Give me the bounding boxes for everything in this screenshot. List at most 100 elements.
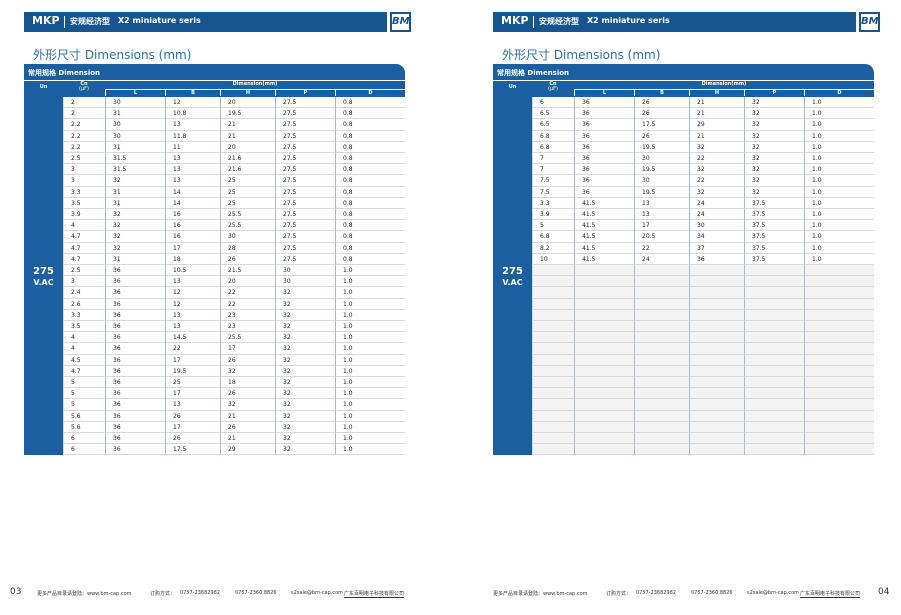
cell bbox=[105, 388, 165, 400]
cell bbox=[744, 153, 804, 165]
cell bbox=[689, 377, 744, 389]
cell bbox=[275, 242, 335, 254]
cell bbox=[335, 231, 405, 243]
cell-text: 26 bbox=[173, 435, 181, 442]
cell bbox=[105, 164, 165, 176]
cell-text: 37.5 bbox=[752, 211, 766, 218]
cell bbox=[689, 197, 744, 209]
cell-text: 11 bbox=[173, 143, 181, 151]
cell-text: 27.5 bbox=[283, 143, 297, 151]
cell bbox=[63, 253, 105, 265]
cell-text: 32 bbox=[283, 323, 291, 330]
cell bbox=[689, 444, 744, 456]
cell bbox=[275, 97, 335, 109]
cell-text: 30 bbox=[113, 99, 121, 106]
cell-text: 1.0 bbox=[812, 199, 822, 207]
cell-text: 16 bbox=[173, 233, 181, 241]
cell-text: 27.5 bbox=[283, 132, 297, 140]
cell bbox=[275, 153, 335, 165]
cell bbox=[105, 287, 165, 299]
cell bbox=[532, 421, 574, 433]
cell bbox=[532, 354, 574, 366]
cell bbox=[220, 444, 275, 456]
cell bbox=[335, 175, 405, 187]
cell-text: 6.8 bbox=[540, 143, 550, 151]
cell bbox=[634, 321, 689, 333]
cell bbox=[105, 354, 165, 366]
cn-head: Cn bbox=[549, 81, 557, 87]
cell bbox=[574, 399, 634, 411]
cell bbox=[220, 141, 275, 153]
cell bbox=[105, 399, 165, 411]
cell bbox=[275, 399, 335, 411]
cell-text: 41.5 bbox=[582, 199, 596, 207]
cell-text: 6.8 bbox=[540, 233, 550, 241]
cell-text: 32 bbox=[752, 166, 760, 174]
cell bbox=[689, 388, 744, 400]
cell bbox=[165, 197, 220, 209]
caption: 常用规格 Dimension bbox=[497, 69, 570, 77]
cell-text: 22 bbox=[697, 177, 705, 185]
cell bbox=[63, 377, 105, 389]
cell bbox=[220, 433, 275, 445]
cell bbox=[689, 298, 744, 310]
cell bbox=[165, 108, 220, 120]
cell-text: 1.0 bbox=[343, 367, 353, 375]
cell bbox=[165, 186, 220, 198]
cell bbox=[63, 164, 105, 176]
cell bbox=[804, 97, 874, 109]
cell-text: 1.0 bbox=[343, 412, 353, 420]
dimension-head: Dimension(mm) bbox=[701, 81, 747, 87]
cell-text: 1.0 bbox=[812, 188, 822, 196]
cell-text: 19.5 bbox=[642, 143, 656, 151]
cell bbox=[532, 309, 574, 321]
cell bbox=[165, 321, 220, 333]
cell bbox=[335, 377, 405, 389]
cell bbox=[105, 130, 165, 142]
cell bbox=[335, 130, 405, 142]
cell bbox=[744, 343, 804, 355]
cell-text: 31 bbox=[113, 143, 121, 151]
cell-text: 32 bbox=[283, 412, 291, 420]
cell bbox=[804, 130, 874, 142]
cell-text: 3.9 bbox=[71, 211, 81, 218]
cell-text: 11.8 bbox=[173, 132, 187, 140]
cell bbox=[574, 421, 634, 433]
cell-text: 1.0 bbox=[343, 345, 353, 353]
cell bbox=[63, 399, 105, 411]
cell bbox=[804, 309, 874, 321]
cell bbox=[574, 343, 634, 355]
cn-unit: (μF) bbox=[548, 86, 558, 92]
cell-text: 18 bbox=[173, 255, 181, 263]
cell bbox=[744, 253, 804, 265]
cell bbox=[105, 141, 165, 153]
cell bbox=[220, 153, 275, 165]
cell bbox=[634, 130, 689, 142]
cell-text: 32 bbox=[283, 435, 291, 442]
cell-text: 0.8 bbox=[343, 188, 353, 196]
cell-text: 17 bbox=[642, 222, 650, 230]
cell-text: 5 bbox=[540, 222, 544, 230]
cell-text: 36 bbox=[582, 99, 590, 106]
cell-text: 14 bbox=[173, 188, 181, 196]
cell-text: 6 bbox=[71, 435, 75, 442]
cell bbox=[165, 130, 220, 142]
cell-text: 3.9 bbox=[540, 211, 550, 218]
cell bbox=[634, 108, 689, 120]
cell-text: 27.5 bbox=[283, 255, 297, 263]
cell-text: 36 bbox=[582, 188, 590, 196]
cell bbox=[532, 410, 574, 422]
cell bbox=[634, 175, 689, 187]
cell bbox=[165, 253, 220, 265]
cell bbox=[689, 253, 744, 265]
cell bbox=[335, 410, 405, 422]
cell bbox=[532, 97, 574, 109]
cell bbox=[574, 153, 634, 165]
cell bbox=[220, 197, 275, 209]
cell bbox=[532, 186, 574, 198]
cell bbox=[744, 444, 804, 456]
cell bbox=[804, 108, 874, 120]
cell-text: 41.5 bbox=[582, 244, 596, 252]
cell-text: 0.8 bbox=[343, 222, 353, 230]
cell bbox=[335, 153, 405, 165]
